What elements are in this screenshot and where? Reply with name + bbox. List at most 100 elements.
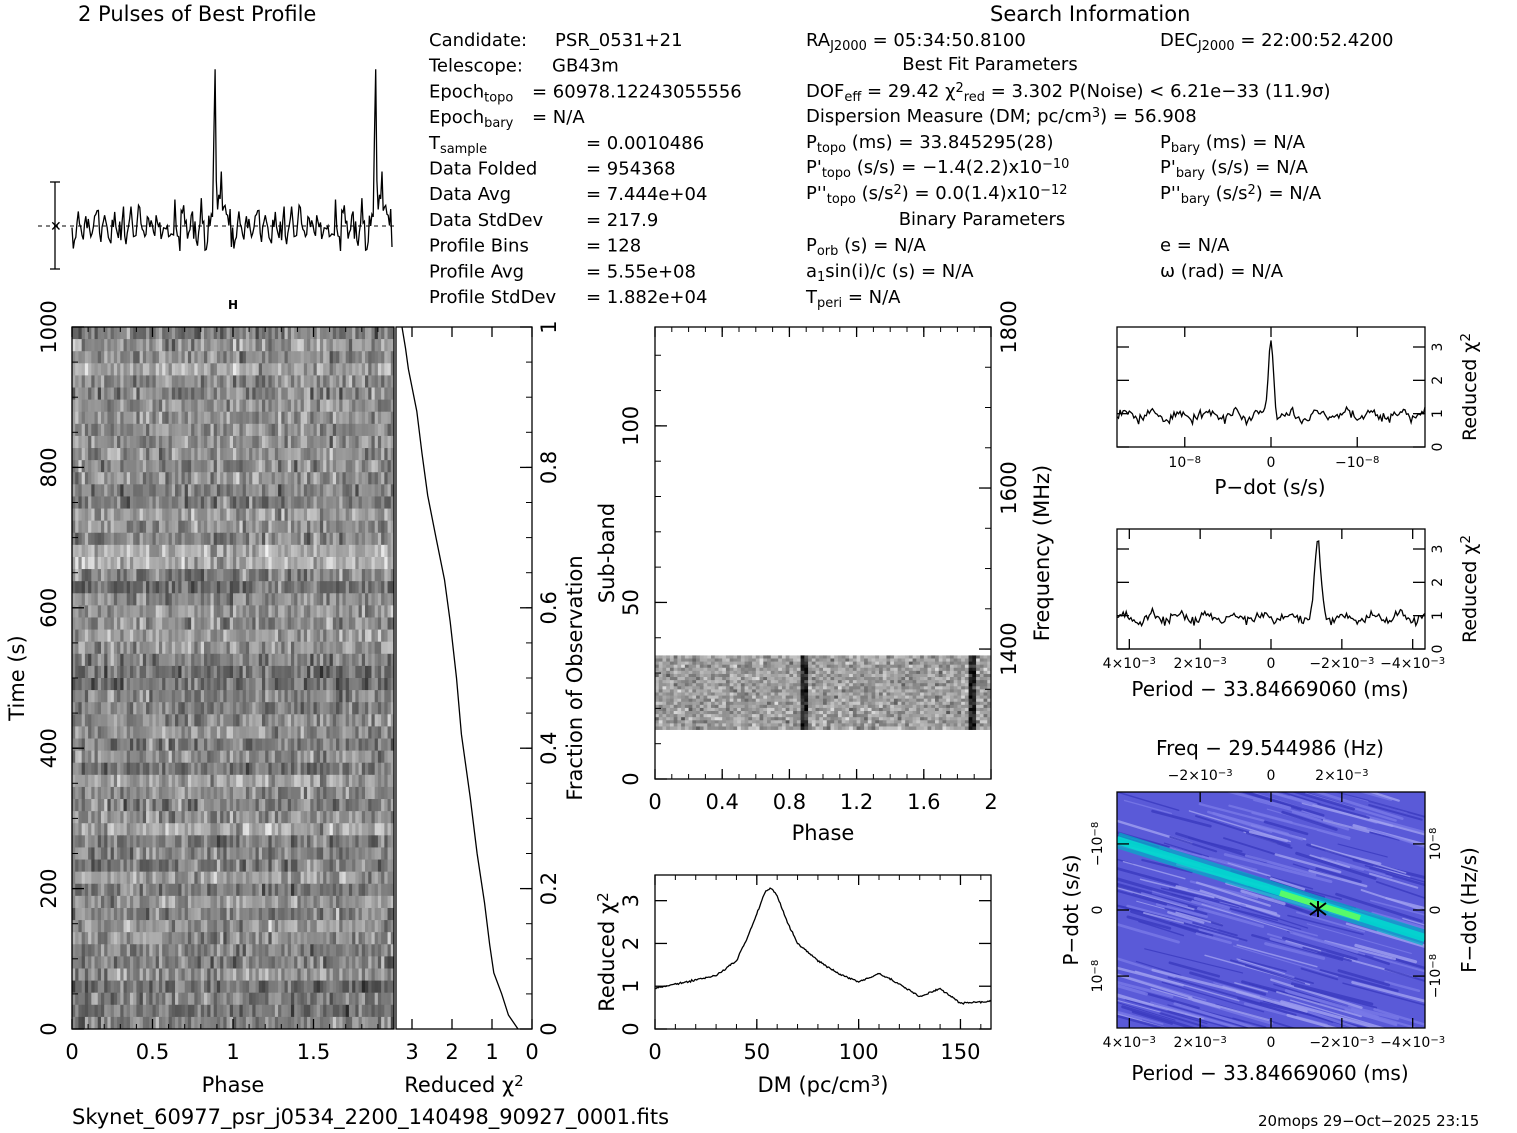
time-phase-cell — [104, 883, 108, 897]
time-phase-cell — [107, 520, 112, 534]
time-phase-cell — [342, 847, 347, 861]
time-phase-cell — [155, 762, 160, 776]
time-phase-cell — [390, 472, 394, 485]
time-phase-cell — [332, 641, 337, 655]
time-phase-cell — [216, 581, 221, 594]
time-phase-cell — [162, 520, 166, 534]
time-phase-cell — [84, 399, 89, 413]
time-phase-cell — [371, 653, 376, 667]
time-phase-cell — [358, 738, 363, 752]
time-phase-cell — [365, 871, 369, 885]
time-phase-cell — [152, 556, 157, 570]
time-phase-cell — [210, 435, 215, 449]
time-phase-cell — [332, 895, 337, 909]
time-phase-cell — [220, 484, 224, 497]
time-phase-cell — [120, 895, 125, 909]
time-phase-cell — [120, 750, 125, 764]
time-phase-cell — [313, 871, 318, 885]
time-phase-cell — [326, 883, 331, 897]
time-phase-cell — [384, 702, 389, 715]
time-phase-cell — [120, 762, 125, 776]
time-phase-cell — [191, 399, 195, 413]
time-phase-cell — [158, 387, 163, 401]
time-phase-cell — [216, 484, 221, 497]
time-phase-cell — [342, 823, 347, 836]
time-phase-cell — [274, 653, 279, 667]
time-phase-cell — [81, 774, 86, 788]
time-phase-cell — [387, 859, 392, 873]
time-phase-cell — [97, 726, 102, 740]
time-phase-cell — [229, 448, 234, 461]
time-phase-cell — [213, 786, 218, 800]
time-phase-cell — [371, 460, 376, 473]
time-phase-cell — [368, 653, 372, 667]
time-phase-cell — [255, 871, 260, 885]
time-phase-cell — [78, 859, 83, 873]
time-phase-cell — [204, 907, 208, 921]
time-phase-cell — [390, 835, 394, 848]
time-phase-cell — [204, 423, 208, 437]
time-phase-cell — [271, 678, 276, 691]
time-phase-cell — [258, 714, 263, 727]
time-phase-cell — [323, 871, 327, 885]
time-phase-cell — [381, 617, 385, 631]
time-phase-cell — [194, 883, 199, 897]
time-phase-cell — [184, 339, 189, 352]
time-phase-cell — [88, 883, 92, 897]
time-phase-cell — [229, 714, 234, 727]
time-phase-cell — [129, 811, 134, 824]
time-phase-cell — [313, 569, 318, 582]
time-phase-cell — [290, 762, 295, 776]
time-phase-cell — [91, 532, 96, 546]
time-phase-cell — [204, 883, 208, 897]
time-phase-cell — [113, 593, 118, 606]
porb-part: orb — [817, 244, 838, 259]
time-phase-cell — [204, 544, 208, 558]
time-phase-cell — [133, 327, 137, 340]
time-phase-cell — [213, 448, 218, 461]
time-phase-cell — [171, 907, 176, 921]
time-phase-cell — [194, 690, 199, 703]
time-phase-cell — [368, 339, 372, 352]
time-phase-cell — [158, 556, 163, 570]
time-phase-cell — [81, 702, 86, 715]
time-phase-cell — [133, 907, 137, 921]
time-phase-cell — [94, 799, 99, 812]
time-phase-cell — [136, 387, 141, 401]
time-phase-cell — [387, 532, 392, 546]
time-phase-cell — [97, 835, 102, 848]
time-phase-cell — [313, 774, 318, 788]
time-phase-cell — [365, 641, 369, 655]
time-phase-cell — [261, 859, 266, 873]
time-phase-cell — [155, 508, 160, 522]
time-phase-cell — [223, 435, 228, 449]
time-phase-cell — [81, 690, 86, 703]
time-phase-cell — [123, 472, 128, 485]
time-phase-cell — [158, 871, 163, 885]
time-phase-cell — [374, 702, 379, 715]
time-phase-cell — [162, 895, 166, 909]
time-phase-cell — [94, 823, 99, 836]
time-phase-cell — [274, 750, 279, 764]
time-phase-cell — [136, 327, 141, 340]
info-left-label-4-part: sample — [440, 142, 487, 157]
time-phase-cell — [258, 750, 263, 764]
time-phase-cell — [94, 665, 99, 679]
time-phase-cell — [329, 339, 334, 352]
time-phase-cell — [236, 448, 240, 461]
time-phase-cell — [271, 569, 276, 582]
time-phase-cell — [136, 339, 141, 352]
time-phase-cell — [255, 460, 260, 473]
time-phase-cell — [200, 690, 205, 703]
time-phase-cell — [284, 496, 289, 510]
time-phase-cell — [297, 859, 302, 873]
time-phase-cell — [329, 508, 334, 522]
time-phase-cell — [213, 556, 218, 570]
time-phase-cell — [226, 714, 231, 727]
time-phase-cell — [384, 327, 389, 340]
time-phase-cell — [365, 387, 369, 401]
time-phase-cell — [297, 653, 302, 667]
time-phase-cell — [245, 895, 250, 909]
p-topo: Ptopo (ms) = 33.845295(28) — [806, 132, 1054, 156]
time-phase-cell — [158, 678, 163, 691]
